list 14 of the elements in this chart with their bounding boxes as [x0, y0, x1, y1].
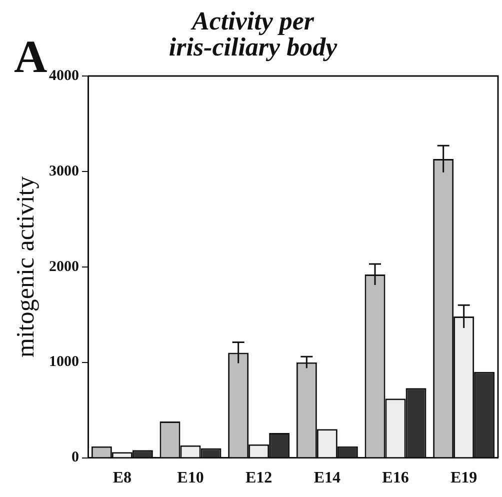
- x-tick-label: E8: [112, 470, 132, 487]
- y-tick-label: 1000: [49, 354, 79, 370]
- chart-title: Activity per iris-ciliary body: [168, 6, 338, 62]
- y-axis-title: mitogenic activity: [12, 176, 40, 358]
- x-tick-label: E16: [382, 470, 409, 487]
- y-tick-label: 0: [72, 450, 79, 466]
- x-tick-label: E12: [245, 470, 272, 487]
- text: A: [14, 30, 48, 83]
- y-tick-label: 4000: [49, 68, 79, 84]
- y-tick-label: 3000: [49, 163, 79, 180]
- x-tick-label: E19: [450, 470, 478, 487]
- x-tick-label: E10: [177, 470, 204, 487]
- y-tick-label: 2000: [49, 258, 79, 275]
- x-tick-label: E14: [314, 470, 341, 487]
